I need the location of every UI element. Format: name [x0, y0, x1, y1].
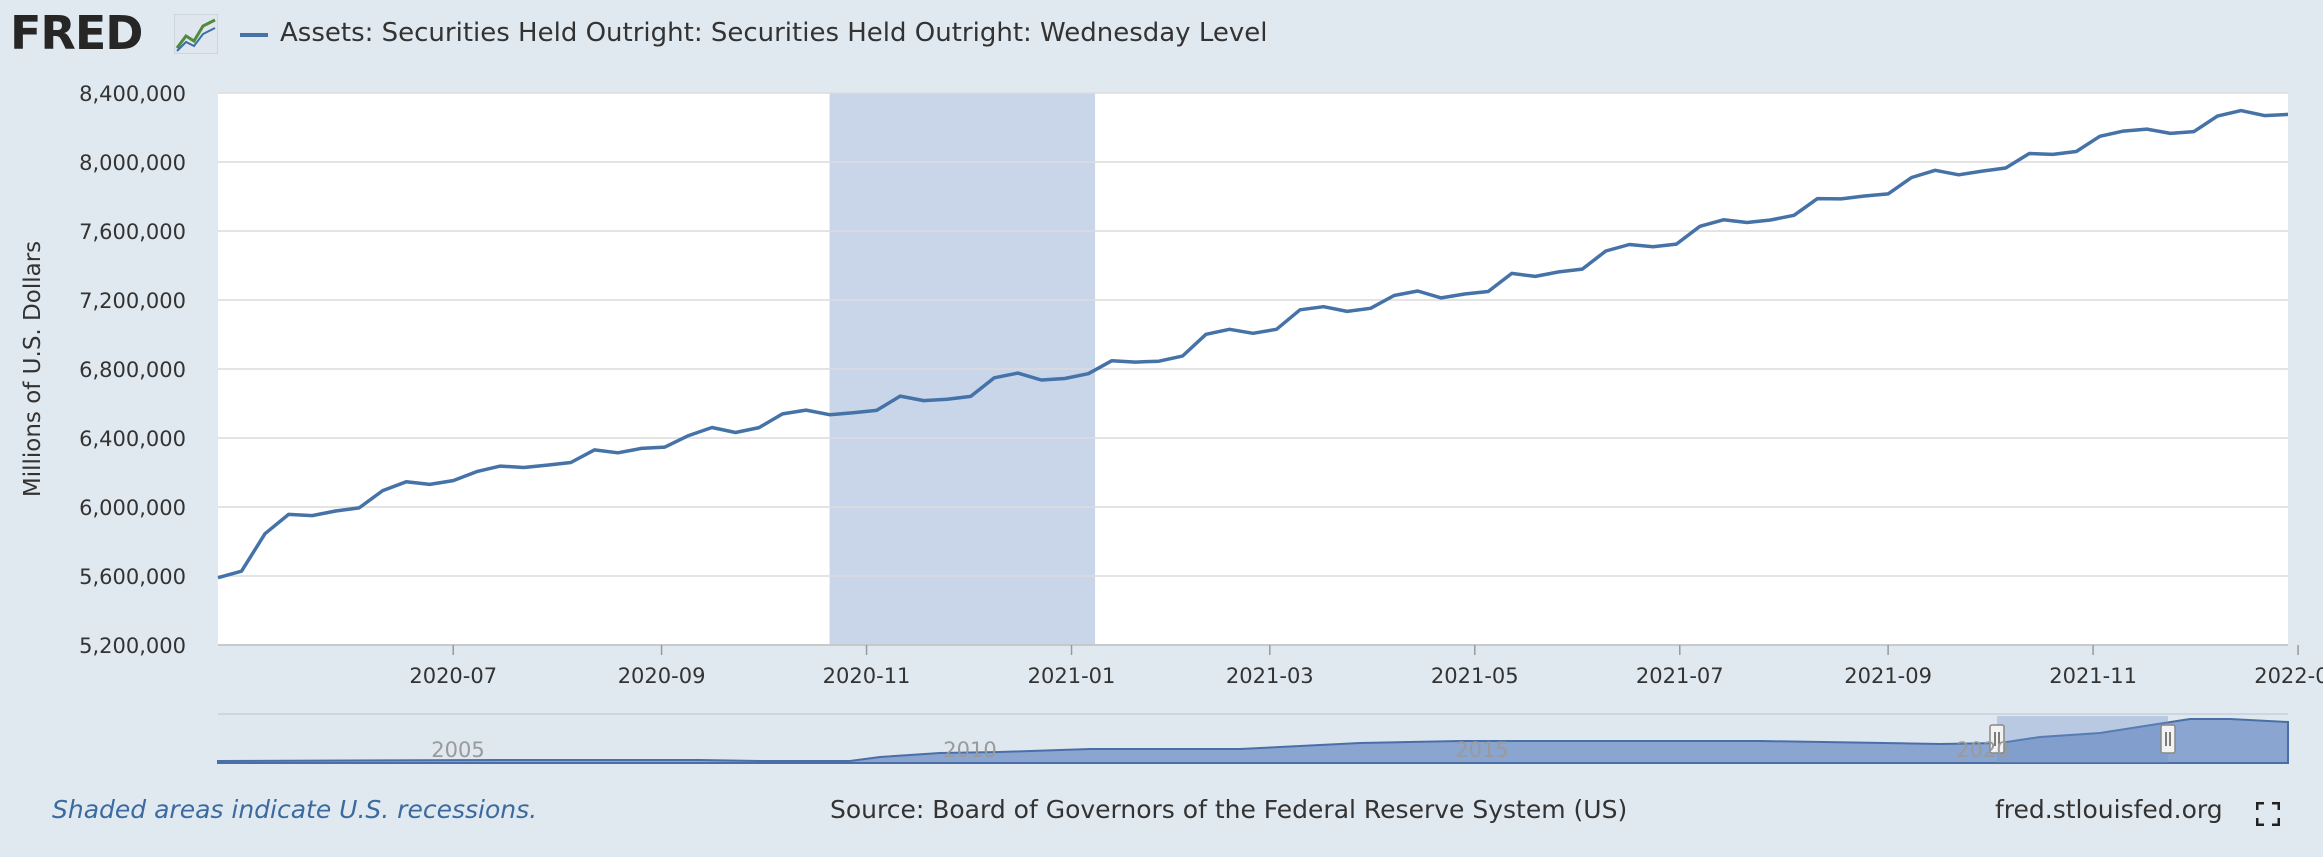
- y-tick-label: 5,600,000: [79, 565, 186, 589]
- y-tick-label: 6,800,000: [79, 358, 186, 382]
- x-tick-label: 2021-09: [1844, 664, 1932, 688]
- navigator-selection[interactable]: [1997, 716, 2168, 763]
- x-tick-label: 2021-11: [2049, 664, 2137, 688]
- x-tick-label: 2021-07: [1636, 664, 1724, 688]
- x-tick-label: 2021-03: [1226, 664, 1314, 688]
- recession-note: Shaded areas indicate U.S. recessions.: [52, 795, 538, 824]
- y-axis-label: Millions of U.S. Dollars: [20, 241, 46, 497]
- y-tick-label: 5,200,000: [79, 634, 186, 658]
- site-url[interactable]: fred.stlouisfed.org: [1995, 795, 2223, 824]
- chart-header: FRED Assets: Securities Held Outright: S…: [0, 0, 2323, 70]
- x-tick-label: 2020-09: [618, 664, 706, 688]
- y-tick-label: 6,000,000: [79, 496, 186, 520]
- navigator-series-area: [217, 718, 2289, 764]
- y-tick-label: 6,400,000: [79, 427, 186, 451]
- series-line[interactable]: [217, 108, 2289, 580]
- navigator-year-label: 2010: [943, 738, 996, 762]
- legend-series-label[interactable]: Assets: Securities Held Outright: Securi…: [280, 18, 1268, 48]
- y-tick-label: 8,000,000: [79, 151, 186, 175]
- source-text: Source: Board of Governors of the Federa…: [830, 795, 1628, 824]
- x-tick-label: 2021-05: [1431, 664, 1519, 688]
- y-tick-label: 7,200,000: [79, 289, 186, 313]
- navigator-left-handle[interactable]: [1989, 724, 2005, 754]
- x-tick-label: 2022-01: [2254, 664, 2323, 688]
- x-tick-label: 2020-07: [409, 664, 497, 688]
- x-tick-label: 2021-01: [1028, 664, 1116, 688]
- x-tick-label: 2020-11: [823, 664, 911, 688]
- navigator[interactable]: 2005 2010 2015 2020: [217, 713, 2289, 764]
- fred-logo[interactable]: FRED: [10, 6, 143, 60]
- legend-series-swatch: [240, 33, 268, 37]
- y-tick-label: 8,400,000: [79, 82, 186, 106]
- navigator-year-label: 2005: [431, 738, 484, 762]
- y-tick-label: 7,600,000: [79, 220, 186, 244]
- navigator-year-label: 2020: [1956, 738, 2009, 762]
- line-chart: 5,200,000 5,600,000 6,000,000 6,400,000 6,80…: [20, 82, 2323, 764]
- navigator-right-handle[interactable]: [2160, 724, 2176, 754]
- navigator-year-label: 2015: [1455, 738, 1508, 762]
- fullscreen-icon[interactable]: [2256, 802, 2280, 826]
- fred-logo-graph-icon: [174, 14, 218, 54]
